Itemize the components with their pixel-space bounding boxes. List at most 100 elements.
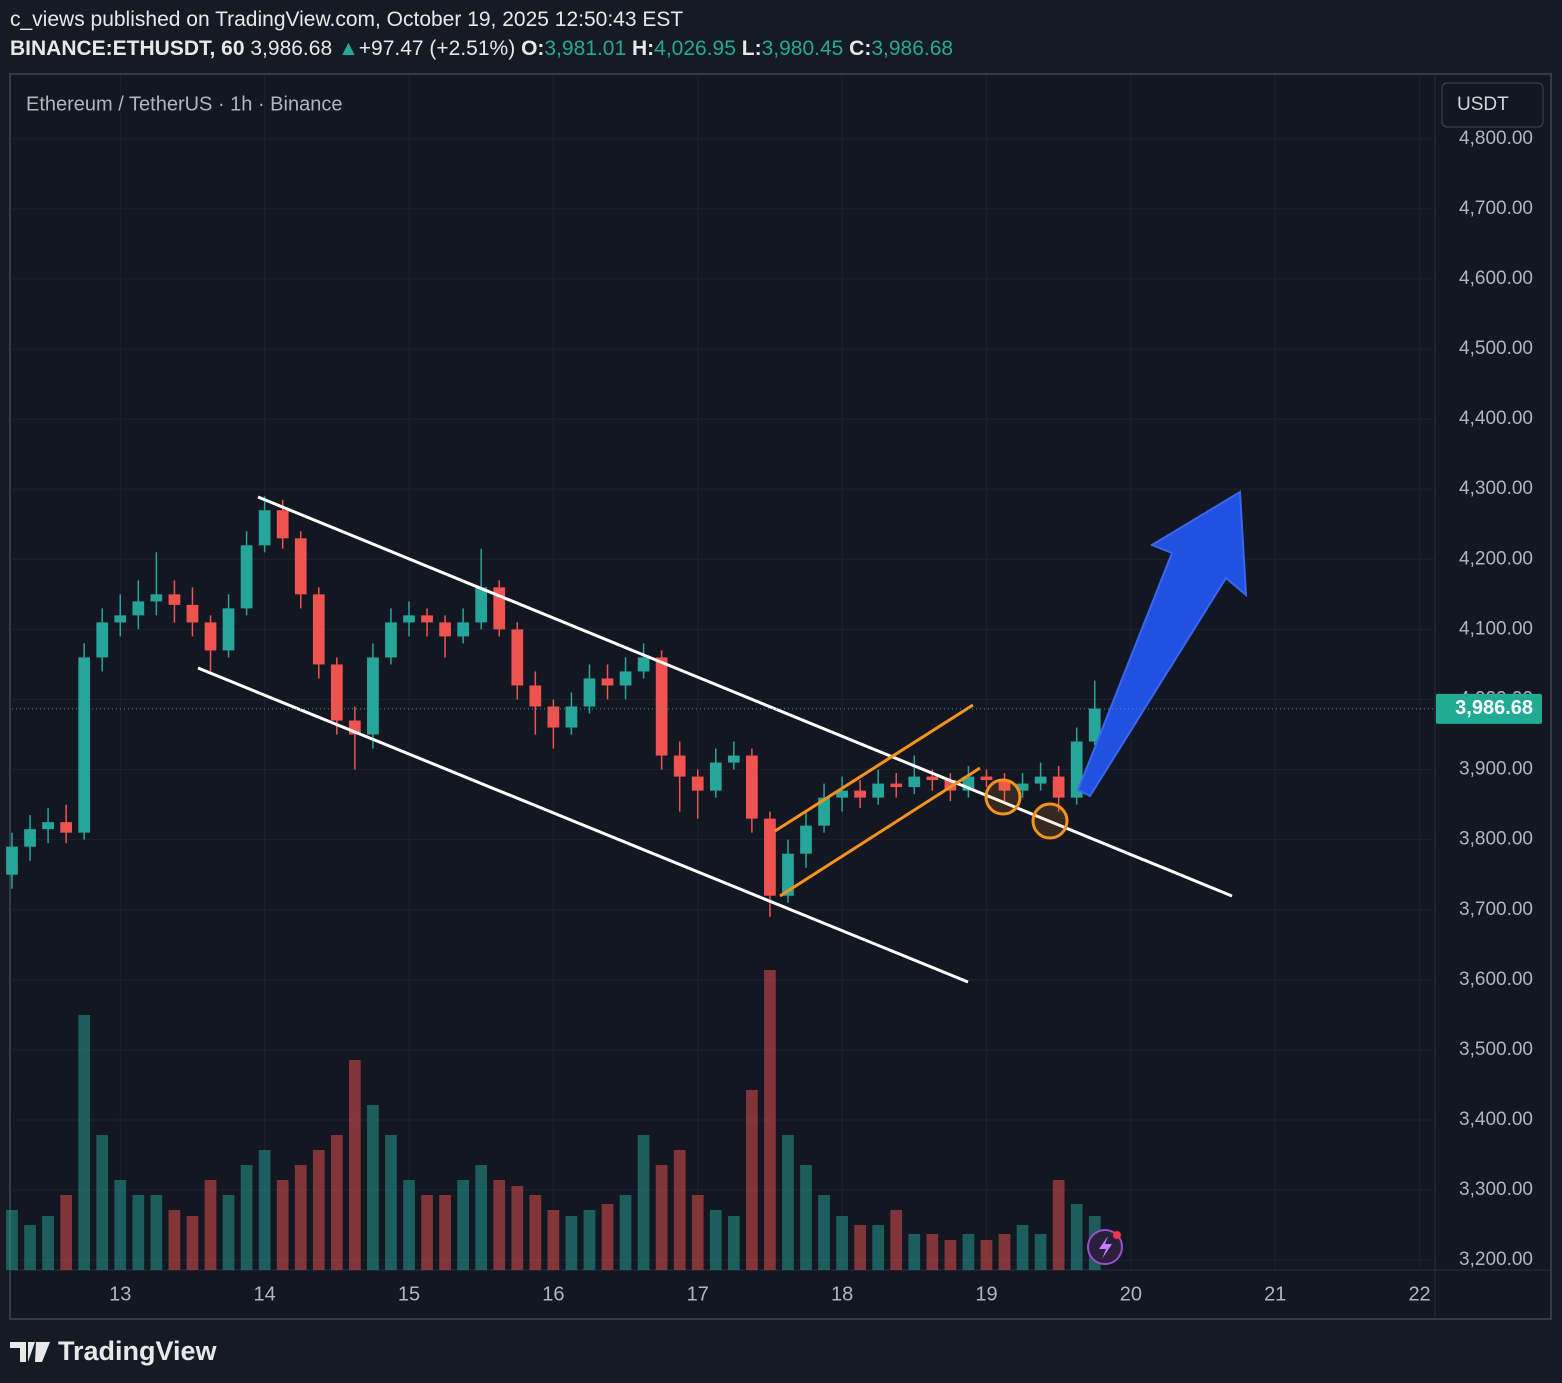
candle-body	[583, 678, 596, 707]
volume-bar	[367, 1105, 379, 1270]
candle-body	[764, 818, 776, 896]
high-label: H:	[631, 37, 655, 60]
volume-bar	[1052, 1180, 1065, 1270]
volume-bar	[583, 1210, 596, 1270]
candle-body	[439, 622, 451, 637]
x-tick-label: 16	[542, 1283, 564, 1305]
x-tick-label: 13	[109, 1283, 131, 1305]
alert-bolt	[1099, 1236, 1112, 1259]
candle-body	[168, 594, 181, 605]
currency: USDT	[1457, 94, 1509, 115]
volume-bar	[60, 1195, 73, 1270]
candle-body	[132, 601, 145, 616]
alert-dot	[1113, 1231, 1121, 1239]
candle-body	[998, 780, 1011, 791]
candle-body	[890, 783, 903, 788]
volume-bar	[529, 1195, 542, 1270]
logo-mark	[10, 1342, 50, 1362]
last-price-tag	[1436, 693, 1542, 724]
close: 3,986.68	[871, 37, 954, 60]
volume-bar	[601, 1204, 614, 1270]
candle-body	[330, 664, 343, 721]
volume-bar	[854, 1225, 867, 1270]
x-tick-label: 20	[1120, 1283, 1142, 1305]
volume-bar	[764, 970, 776, 1270]
volume-layer	[6, 970, 1101, 1270]
publisher-line: c_views published on TradingView.com, Oc…	[10, 8, 683, 32]
candle-body	[511, 629, 524, 686]
volume-bar	[385, 1135, 397, 1270]
volume-bar	[276, 1180, 289, 1270]
x-tick-label: 22	[1408, 1283, 1430, 1305]
candle-body	[601, 678, 614, 686]
candle-body	[1052, 776, 1065, 798]
candle-body	[655, 657, 668, 756]
y-tick-label: 3,700.00	[1459, 899, 1533, 920]
logo-text: TradingView	[58, 1336, 218, 1366]
volume-bar	[204, 1180, 217, 1270]
volume-bar	[114, 1180, 127, 1270]
candle-body	[421, 615, 433, 623]
currency-button[interactable]	[1441, 82, 1544, 128]
volume-bar	[168, 1210, 181, 1270]
volume-bar	[78, 1015, 91, 1270]
volume-bar	[962, 1234, 975, 1270]
volume-bar	[511, 1186, 524, 1270]
candle-body	[114, 615, 127, 623]
retest-circle	[984, 778, 1022, 816]
footer-logo: TradingView	[10, 1336, 218, 1366]
candle-layer	[6, 496, 1101, 917]
volume-bar	[457, 1180, 470, 1270]
candle-body	[457, 622, 470, 637]
volume-bar	[475, 1165, 488, 1270]
x-tick-label: 14	[254, 1283, 276, 1305]
volume-bar	[673, 1150, 686, 1270]
volume-bar	[330, 1135, 343, 1270]
candle-body	[240, 545, 253, 609]
y-tick-label: 3,300.00	[1459, 1179, 1533, 1200]
candle-body	[746, 755, 758, 819]
quote-line: BINANCE:ETHUSDT, 60 3,986.68 ▲+97.47 (+2…	[10, 37, 953, 61]
x-tick-label: 18	[831, 1283, 853, 1305]
y-tick-label: 4,300.00	[1459, 478, 1533, 499]
candle-body	[782, 853, 794, 896]
drawings	[197, 490, 1248, 984]
candle-body	[926, 776, 939, 781]
volume-bar	[547, 1210, 560, 1270]
open: 3,981.01	[544, 37, 627, 60]
candle-body	[78, 657, 91, 833]
candle-body	[186, 604, 199, 623]
volume-bar	[746, 1090, 758, 1270]
volume-bar	[312, 1150, 325, 1270]
volume-bar	[565, 1216, 578, 1270]
volume-bar	[655, 1165, 668, 1270]
retest-circle	[1031, 802, 1069, 840]
y-tick-label: 3,600.00	[1459, 969, 1533, 990]
candle-body	[1016, 783, 1029, 791]
volume-bar	[96, 1135, 109, 1270]
candle-body	[980, 776, 993, 781]
volume-bar	[637, 1135, 650, 1270]
candle-body	[691, 776, 704, 791]
volume-bar	[619, 1195, 632, 1270]
y-tick-label: 4,800.00	[1459, 128, 1533, 149]
volume-bar	[439, 1195, 451, 1270]
candle-body	[962, 776, 975, 791]
volume-bar	[1016, 1225, 1029, 1270]
candle-body	[800, 825, 812, 854]
candle-body	[24, 829, 36, 847]
volume-bar	[42, 1216, 54, 1270]
candle-body	[475, 587, 488, 623]
candle-body	[312, 594, 325, 665]
chart-title: Ethereum / TetherUS · 1h · Binance	[26, 93, 342, 115]
volume-bar	[421, 1195, 433, 1270]
candle-body	[908, 776, 921, 788]
volume-bar	[6, 1210, 18, 1270]
volume-bar	[691, 1195, 704, 1270]
candle-body	[60, 822, 73, 833]
volume-bar	[709, 1210, 722, 1270]
candle-body	[619, 671, 632, 686]
y-tick-label: 3,800.00	[1459, 829, 1533, 850]
